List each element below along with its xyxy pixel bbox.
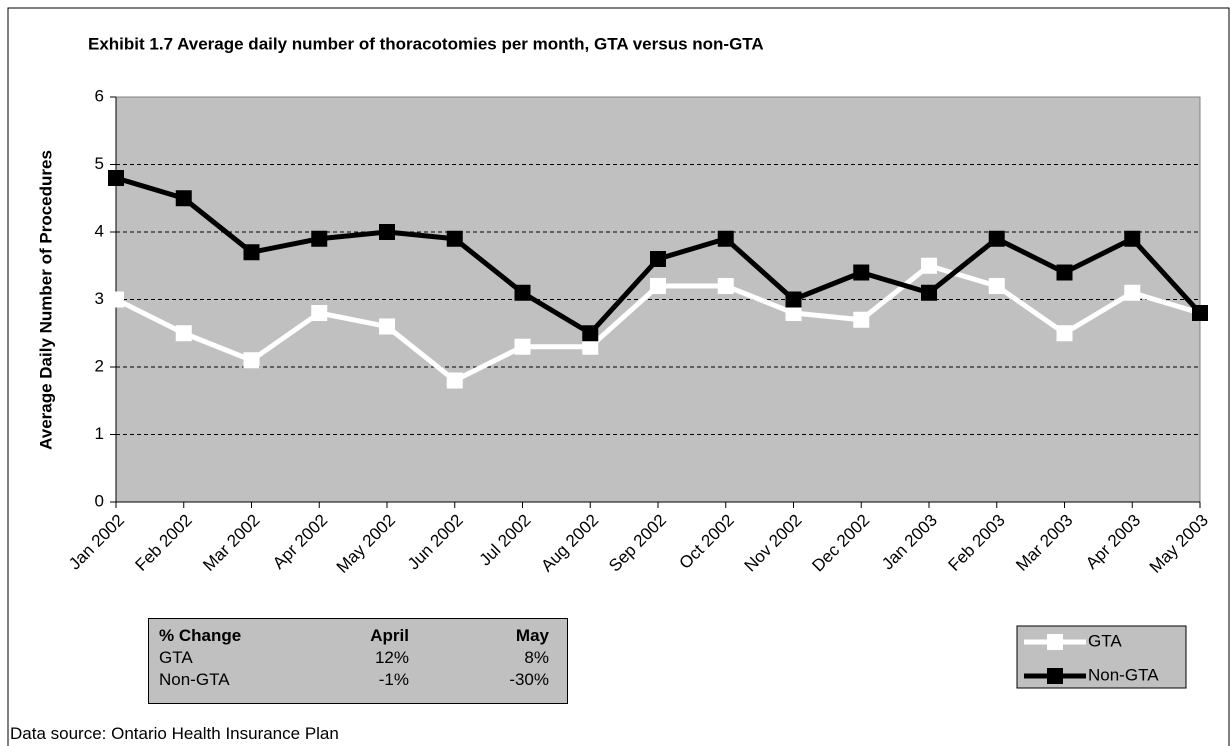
- marker: [108, 291, 124, 308]
- x-tick-label: Oct 2002: [676, 511, 738, 573]
- marker: [921, 284, 937, 301]
- legend-marker: [1047, 668, 1063, 684]
- y-tick-label: 0: [95, 491, 104, 510]
- table: % Change April May GTA 12% 8% Non-GTA -1% -30%: [159, 625, 549, 691]
- marker: [446, 372, 463, 389]
- marker: [785, 291, 802, 308]
- x-tick-label: Mar 2003: [1012, 511, 1076, 575]
- table-cell: 12%: [374, 648, 409, 667]
- table-header: April: [370, 626, 409, 645]
- marker: [582, 325, 599, 342]
- marker: [1192, 305, 1208, 321]
- marker: [853, 264, 870, 281]
- table-cell: -30%: [509, 670, 549, 689]
- y-tick-label: 5: [95, 154, 104, 173]
- x-tick-label: Aug 2002: [537, 511, 602, 576]
- change-table: % Change April May GTA 12% 8% Non-GTA -1% -30%: [148, 618, 568, 704]
- marker: [717, 230, 734, 247]
- x-tick-label: Jun 2002: [404, 511, 467, 574]
- x-tick-label: May 2002: [333, 511, 399, 577]
- marker: [311, 305, 328, 321]
- x-tick-label: Sep 2002: [605, 511, 670, 576]
- marker: [988, 278, 1005, 294]
- x-tick-label: Apr 2003: [1082, 511, 1144, 573]
- marker: [650, 278, 666, 294]
- table-header: May: [515, 626, 549, 645]
- x-tick-label: Apr 2002: [269, 511, 331, 573]
- marker: [108, 170, 124, 186]
- marker: [921, 257, 937, 274]
- y-tick-label: 2: [95, 356, 104, 375]
- marker: [717, 278, 734, 294]
- table-cell: 8%: [524, 648, 549, 667]
- y-tick-label: 6: [95, 86, 104, 105]
- marker: [175, 325, 192, 342]
- x-tick-label: Jan 2002: [65, 511, 128, 574]
- marker: [650, 251, 666, 267]
- marker: [514, 338, 531, 355]
- x-tick-label: Nov 2002: [741, 511, 806, 576]
- marker: [1124, 284, 1141, 301]
- x-tick-label: Mar 2002: [199, 511, 263, 575]
- chart-title: Exhibit 1.7 Average daily number of thor…: [88, 34, 764, 53]
- marker: [379, 224, 395, 240]
- table-cell: Non-GTA: [159, 670, 230, 689]
- marker: [1056, 325, 1073, 342]
- x-tick-label: Feb 2003: [945, 511, 1009, 575]
- x-tick-label: May 2003: [1146, 511, 1212, 577]
- x-tick-label: Dec 2002: [808, 511, 873, 576]
- source-note: Data source: Ontario Health Insurance Pl…: [10, 724, 339, 743]
- marker: [446, 230, 463, 247]
- x-tick-label: Jul 2002: [476, 511, 535, 570]
- table-cell: GTA: [159, 648, 193, 667]
- legend-marker: [1047, 634, 1063, 650]
- y-tick-label: 1: [95, 424, 104, 443]
- marker: [243, 352, 260, 369]
- marker: [243, 244, 260, 261]
- marker: [1124, 230, 1141, 247]
- y-axis-label: Average Daily Number of Procedures: [36, 150, 55, 450]
- frame: [7, 7, 1230, 746]
- y-tick-label: 4: [95, 221, 104, 240]
- table-cell: -1%: [378, 670, 409, 689]
- y-tick-label: 3: [95, 289, 104, 308]
- marker: [175, 190, 192, 207]
- marker: [311, 230, 328, 247]
- marker: [988, 230, 1005, 247]
- marker: [379, 318, 395, 335]
- table-header: % Change: [159, 626, 242, 645]
- marker: [853, 311, 870, 328]
- legend-label: GTA: [1088, 631, 1122, 650]
- x-tick-label: Feb 2002: [132, 511, 196, 575]
- marker: [514, 284, 531, 301]
- marker: [582, 338, 599, 355]
- marker: [1056, 264, 1073, 281]
- legend-label: Non-GTA: [1088, 665, 1159, 684]
- marker: [785, 305, 802, 321]
- x-tick-label: Jan 2003: [878, 511, 941, 574]
